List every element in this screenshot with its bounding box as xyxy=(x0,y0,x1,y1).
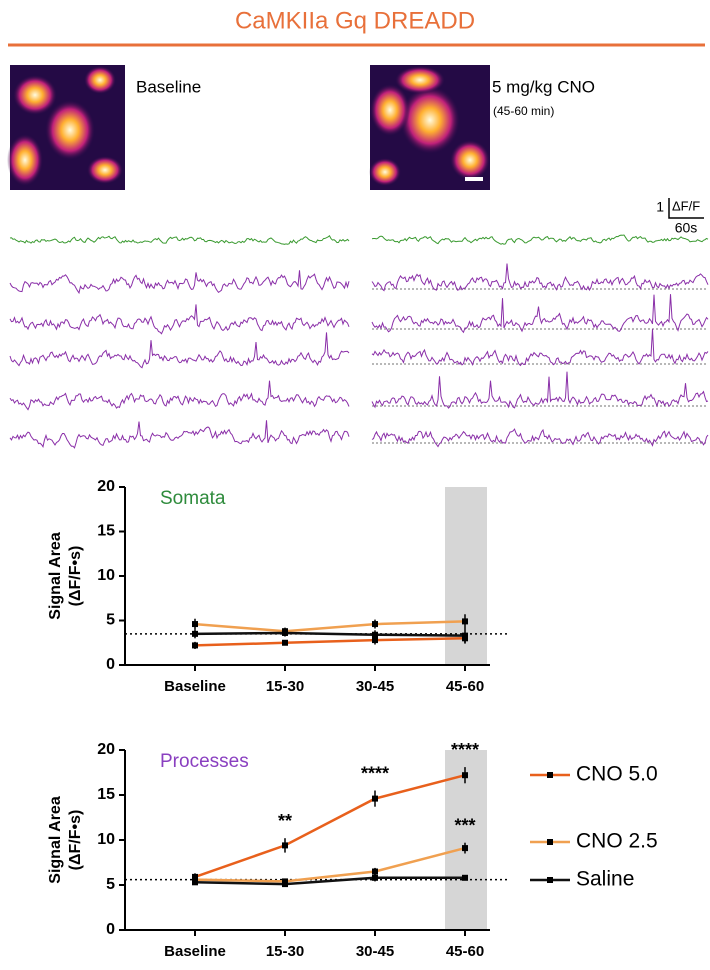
point xyxy=(372,874,378,881)
scale-x: 60s xyxy=(675,220,698,236)
y-tick-label: 5 xyxy=(106,876,115,893)
y-tick-label: 0 xyxy=(106,921,115,938)
highlight-band xyxy=(445,750,487,930)
x-tick-label: 45-60 xyxy=(446,678,484,695)
y-tick-label: 20 xyxy=(97,741,115,758)
series-line xyxy=(194,620,466,633)
trace xyxy=(371,328,709,367)
chart-title: Somata xyxy=(160,488,226,509)
x-tick-label: 30-45 xyxy=(356,943,394,960)
y-axis-label: Signal Area xyxy=(47,796,64,884)
x-tick-label: Baseline xyxy=(164,943,226,960)
image-label: 5 mg/kg CNO xyxy=(492,77,595,96)
significance-label: **** xyxy=(361,763,389,783)
series-line xyxy=(194,773,466,879)
legend-label: Saline xyxy=(576,868,634,891)
image-sublabel: (45-60 min) xyxy=(493,104,554,118)
point xyxy=(462,845,468,852)
point xyxy=(192,879,198,886)
point xyxy=(192,630,198,637)
point xyxy=(372,868,378,875)
trace xyxy=(371,234,709,245)
scale-y-unit: ΔF/F xyxy=(672,198,700,213)
y-tick-label: 20 xyxy=(97,478,115,495)
y-tick-label: 10 xyxy=(97,567,115,584)
trace xyxy=(9,270,350,295)
significance-label: **** xyxy=(451,740,479,760)
y-tick-label: 15 xyxy=(97,786,115,803)
series-line xyxy=(194,876,465,886)
y-tick-label: 10 xyxy=(97,831,115,848)
point xyxy=(462,632,468,639)
point xyxy=(462,618,468,625)
trace xyxy=(371,371,709,409)
y-tick-label: 5 xyxy=(106,612,115,629)
trace xyxy=(9,380,350,411)
point xyxy=(462,772,468,779)
trace xyxy=(371,294,709,334)
image-label: Baseline xyxy=(136,77,201,96)
traces xyxy=(9,234,709,449)
x-tick-label: Baseline xyxy=(164,678,226,695)
y-tick-label: 0 xyxy=(106,656,115,673)
point xyxy=(372,621,378,628)
y-axis-label: Signal Area xyxy=(47,532,64,620)
point xyxy=(192,621,198,628)
point xyxy=(372,637,378,644)
point xyxy=(192,642,198,649)
point xyxy=(462,874,468,881)
x-tick-label: 30-45 xyxy=(356,678,394,695)
legend-marker xyxy=(547,877,553,883)
point xyxy=(372,631,378,638)
point xyxy=(282,629,288,636)
significance-label: *** xyxy=(454,815,475,835)
point xyxy=(282,842,288,849)
legend-marker xyxy=(547,772,553,778)
trace xyxy=(9,304,350,335)
figure-title: CaMKIIa Gq DREADD xyxy=(235,7,475,34)
point xyxy=(372,795,378,802)
chart-title: Processes xyxy=(160,751,249,772)
y-axis-label: (ΔF/F•s) xyxy=(67,546,84,607)
series-line xyxy=(194,631,466,637)
image-baseline xyxy=(7,65,125,190)
trace xyxy=(9,332,350,369)
scale-y: 1 xyxy=(656,199,664,215)
legend-label: CNO 5.0 xyxy=(576,763,658,786)
image-cno xyxy=(369,65,490,190)
legend-label: CNO 2.5 xyxy=(576,830,658,853)
x-tick-label: 45-60 xyxy=(446,943,484,960)
legend-marker xyxy=(547,839,553,845)
trace xyxy=(9,420,350,449)
scale-bar: 1 ΔF/F 60s xyxy=(656,198,704,236)
trace xyxy=(9,235,350,245)
x-tick-label: 15-30 xyxy=(266,943,304,960)
y-tick-label: 15 xyxy=(97,523,115,540)
y-axis-label: (ΔF/F•s) xyxy=(67,810,84,871)
point xyxy=(282,881,288,888)
trace xyxy=(371,428,709,448)
series-line xyxy=(194,637,466,647)
trace xyxy=(371,263,709,292)
point xyxy=(282,639,288,646)
x-tick-label: 15-30 xyxy=(266,678,304,695)
series-line xyxy=(194,846,466,883)
significance-label: ** xyxy=(278,811,292,831)
